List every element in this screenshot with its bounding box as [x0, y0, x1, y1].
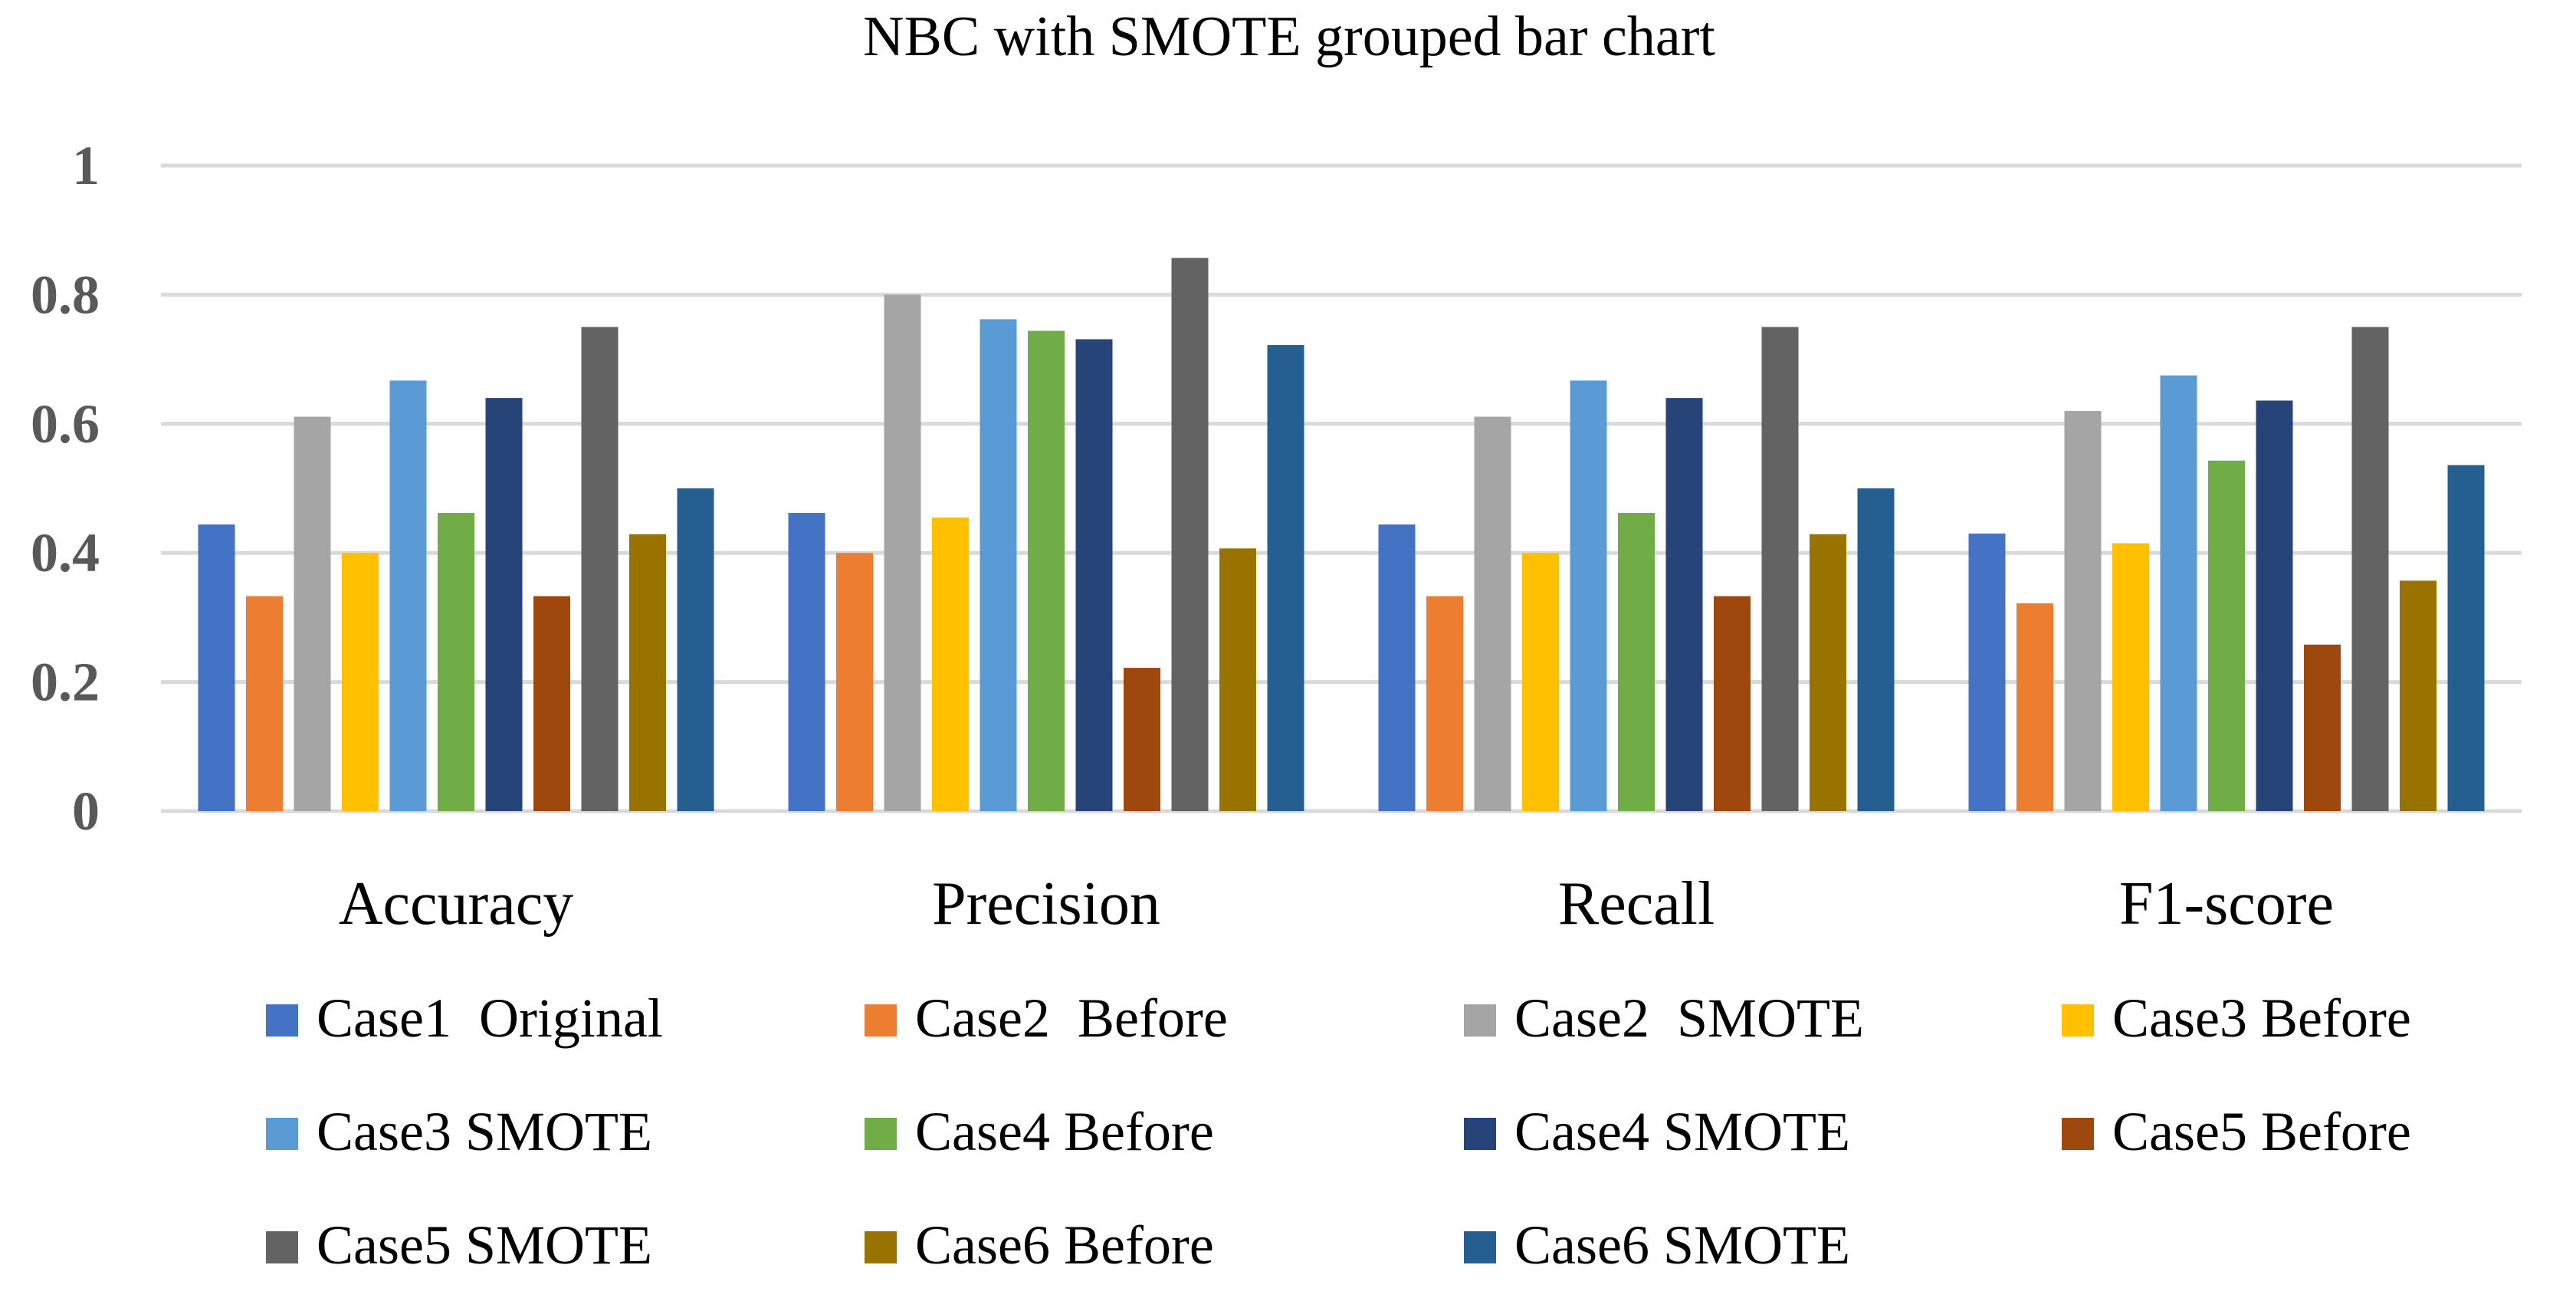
bar-accuracy-series-8 — [533, 596, 570, 811]
bar-f1-score-series-7 — [2256, 400, 2293, 811]
legend-swatch — [2062, 1004, 2094, 1037]
bar-precision-series-4 — [932, 517, 969, 811]
legend-swatch — [865, 1118, 897, 1150]
legend-label: Case3 SMOTE — [317, 1101, 652, 1162]
bar-f1-score-series-8 — [2304, 644, 2341, 811]
legend-label: Case1 Original — [317, 987, 663, 1049]
bar-precision-series-9 — [1171, 258, 1209, 811]
x-category-label: Accuracy — [339, 870, 573, 938]
legend-label: Case4 Before — [915, 1101, 1214, 1162]
y-tick-label: 0.8 — [31, 264, 100, 325]
bar-recall-series-7 — [1665, 398, 1703, 811]
bar-precision-series-8 — [1124, 668, 1160, 811]
bar-f1-score-series-4 — [2112, 543, 2149, 811]
bar-f1-score-series-6 — [2208, 460, 2245, 811]
bar-recall-series-5 — [1570, 380, 1607, 811]
bar-precision-series-10 — [1219, 548, 1256, 811]
chart-title: NBC with SMOTE grouped bar chart — [863, 5, 1715, 68]
bar-precision-series-11 — [1267, 345, 1304, 811]
legend-swatch — [1464, 1231, 1496, 1263]
legend-label: Case6 SMOTE — [1514, 1214, 1850, 1276]
legend-item: Case5 SMOTE — [266, 1214, 652, 1276]
bar-recall-series-6 — [1618, 512, 1655, 811]
legend-label: Case2 Before — [915, 987, 1228, 1049]
legend-label: Case6 Before — [915, 1214, 1214, 1276]
bar-accuracy-series-11 — [677, 488, 714, 811]
legend-label: Case5 Before — [2112, 1101, 2411, 1162]
bar-accuracy-series-5 — [389, 380, 427, 811]
bar-accuracy-series-3 — [294, 416, 331, 811]
bar-precision-series-1 — [788, 512, 825, 811]
bar-f1-score-series-9 — [2351, 327, 2389, 811]
x-category-label: Recall — [1558, 870, 1715, 938]
bar-f1-score-series-10 — [2400, 580, 2437, 811]
legend-swatch — [865, 1231, 897, 1263]
legend-swatch — [1464, 1004, 1496, 1037]
legend-label: Case5 SMOTE — [317, 1214, 652, 1276]
legend-item: Case2 SMOTE — [1464, 987, 1864, 1049]
bar-precision-series-2 — [836, 553, 873, 811]
bar-recall-series-8 — [1714, 596, 1751, 811]
bar-f1-score-series-2 — [2016, 603, 2053, 811]
bar-f1-score-series-11 — [2447, 465, 2485, 811]
bars — [198, 258, 2485, 811]
bar-recall-series-4 — [1522, 553, 1559, 811]
legend-swatch — [266, 1118, 298, 1150]
bar-f1-score-series-5 — [2160, 375, 2197, 811]
legend-label: Case2 SMOTE — [1514, 987, 1864, 1049]
x-axis-category-labels: Accuracy Precision Recall F1-score — [339, 870, 2334, 938]
bar-recall-series-11 — [1857, 488, 1895, 811]
bar-accuracy-series-2 — [246, 596, 283, 811]
legend-item: Case5 Before — [2062, 1101, 2411, 1162]
y-tick-label: 0.4 — [31, 522, 100, 583]
y-tick-label: 0 — [72, 780, 100, 842]
legend-item: Case4 Before — [865, 1101, 1214, 1162]
legend-swatch — [266, 1004, 298, 1037]
legend-item: Case4 SMOTE — [1464, 1101, 1850, 1162]
y-tick-label: 0.6 — [31, 393, 100, 455]
bar-accuracy-series-6 — [438, 512, 474, 811]
bar-recall-series-10 — [1810, 534, 1846, 811]
bar-precision-series-7 — [1075, 339, 1113, 811]
bar-precision-series-3 — [884, 294, 921, 811]
x-category-label: Precision — [932, 870, 1160, 938]
legend-item: Case1 Original — [266, 987, 663, 1049]
bar-recall-series-9 — [1761, 327, 1799, 811]
bar-recall-series-3 — [1474, 416, 1511, 811]
legend-swatch — [1464, 1118, 1496, 1150]
bar-f1-score-series-3 — [2064, 410, 2102, 811]
legend-swatch — [2062, 1118, 2094, 1150]
legend-label: Case3 Before — [2112, 987, 2411, 1049]
legend-swatch — [266, 1231, 298, 1263]
legend-item: Case3 SMOTE — [266, 1101, 652, 1162]
legend-item: Case6 SMOTE — [1464, 1214, 1850, 1276]
bar-precision-series-5 — [980, 319, 1017, 811]
legend-item: Case2 Before — [865, 987, 1228, 1049]
bar-f1-score-series-1 — [1968, 533, 2006, 811]
legend-item: Case3 Before — [2062, 987, 2411, 1049]
bar-recall-series-1 — [1378, 524, 1416, 811]
bar-accuracy-series-9 — [581, 327, 619, 811]
bar-accuracy-series-7 — [485, 398, 523, 811]
bar-accuracy-series-10 — [629, 534, 666, 811]
x-category-label: F1-score — [2119, 870, 2334, 938]
y-tick-label: 0.2 — [31, 652, 100, 713]
legend: Case1 Original Case2 Before Case2 SMOTE Cas… — [266, 987, 2411, 1276]
legend-item: Case6 Before — [865, 1214, 1214, 1276]
bar-recall-series-2 — [1426, 596, 1463, 811]
bar-accuracy-series-4 — [342, 553, 379, 811]
y-axis-tick-labels: 0 0.2 0.4 0.6 0.8 1 — [31, 135, 100, 842]
legend-swatch — [865, 1004, 897, 1037]
legend-label: Case4 SMOTE — [1514, 1101, 1850, 1162]
bar-precision-series-6 — [1028, 330, 1065, 811]
y-tick-label: 1 — [72, 135, 100, 196]
bar-accuracy-series-1 — [198, 524, 235, 811]
